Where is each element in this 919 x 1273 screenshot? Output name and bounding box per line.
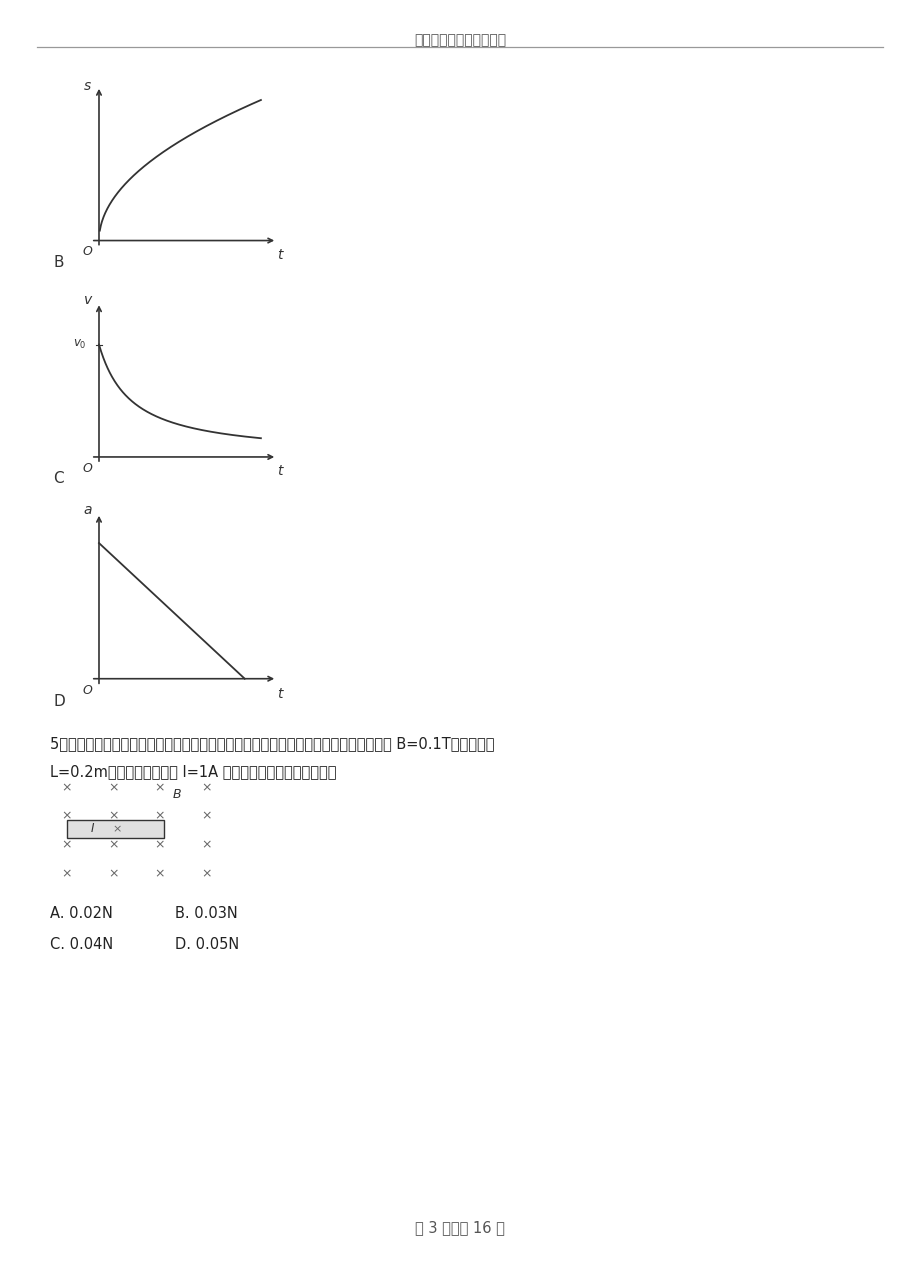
- Text: ×: ×: [108, 810, 119, 822]
- Text: t: t: [278, 465, 283, 477]
- Bar: [66, 820, 164, 838]
- Text: ×: ×: [113, 824, 122, 834]
- Text: O: O: [83, 462, 93, 475]
- Text: ×: ×: [62, 810, 72, 822]
- Text: B. 0.03N: B. 0.03N: [175, 906, 237, 922]
- Text: $v_0$: $v_0$: [73, 337, 86, 351]
- Text: ×: ×: [200, 839, 211, 852]
- Text: ×: ×: [108, 782, 119, 794]
- Text: ×: ×: [108, 867, 119, 880]
- Text: ×: ×: [62, 782, 72, 794]
- Text: s: s: [84, 79, 91, 93]
- Text: A. 0.02N: A. 0.02N: [50, 906, 112, 922]
- Text: 5．如图所示，一通电直导线位于匀强磁场中，导线与磁场方向垂直，磁场的磁感应强度 B=0.1T，导线长度: 5．如图所示，一通电直导线位于匀强磁场中，导线与磁场方向垂直，磁场的磁感应强度 …: [50, 736, 494, 751]
- Text: I: I: [90, 822, 94, 835]
- Text: t: t: [278, 248, 283, 261]
- Text: ×: ×: [200, 782, 211, 794]
- Text: 第 3 页，共 16 页: 第 3 页，共 16 页: [414, 1220, 505, 1235]
- Text: ×: ×: [154, 867, 165, 880]
- Text: 高考模式考试试卷解析版: 高考模式考试试卷解析版: [414, 33, 505, 47]
- Text: D. 0.05N: D. 0.05N: [175, 937, 239, 952]
- Text: v: v: [84, 293, 92, 307]
- Text: B: B: [53, 255, 63, 270]
- Text: ×: ×: [154, 839, 165, 852]
- Text: L=0.2m，当导线中的电流 I=1A 时，该导线所受安培力的大小: L=0.2m，当导线中的电流 I=1A 时，该导线所受安培力的大小: [50, 764, 335, 779]
- Text: ×: ×: [154, 810, 165, 822]
- Text: O: O: [83, 685, 93, 698]
- Text: ×: ×: [200, 810, 211, 822]
- Text: a: a: [84, 503, 92, 517]
- Text: ×: ×: [200, 867, 211, 880]
- Text: C: C: [53, 471, 64, 486]
- Text: O: O: [83, 246, 93, 258]
- Text: ×: ×: [108, 839, 119, 852]
- Text: t: t: [278, 687, 283, 700]
- Text: ×: ×: [62, 867, 72, 880]
- Text: D: D: [53, 694, 65, 709]
- Text: C. 0.04N: C. 0.04N: [50, 937, 113, 952]
- Text: ×: ×: [154, 782, 165, 794]
- Text: ×: ×: [62, 839, 72, 852]
- Text: B: B: [172, 788, 181, 801]
